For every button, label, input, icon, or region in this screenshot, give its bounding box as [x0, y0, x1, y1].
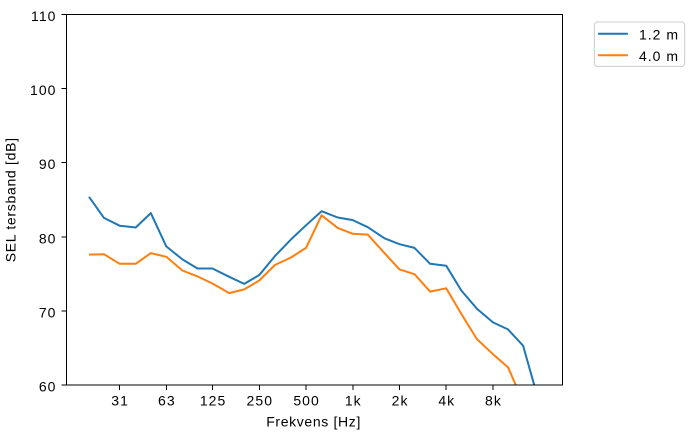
svg-text:2k: 2k: [392, 393, 409, 409]
svg-text:100: 100: [30, 82, 57, 98]
svg-text:1.2 m: 1.2 m: [639, 27, 679, 43]
svg-text:31: 31: [111, 393, 129, 409]
svg-text:60: 60: [39, 379, 57, 395]
svg-text:SEL tersband [dB]: SEL tersband [dB]: [2, 137, 18, 262]
svg-text:4.0 m: 4.0 m: [639, 48, 679, 64]
svg-text:8k: 8k: [485, 393, 502, 409]
svg-text:Frekvens [Hz]: Frekvens [Hz]: [266, 413, 361, 429]
svg-text:63: 63: [158, 393, 176, 409]
svg-text:70: 70: [39, 304, 57, 320]
svg-text:90: 90: [39, 156, 57, 172]
svg-text:80: 80: [39, 230, 57, 246]
svg-text:250: 250: [247, 393, 274, 409]
svg-text:500: 500: [293, 393, 320, 409]
svg-text:125: 125: [200, 393, 227, 409]
svg-text:1k: 1k: [345, 393, 362, 409]
svg-text:4k: 4k: [438, 393, 455, 409]
svg-text:110: 110: [31, 8, 56, 24]
